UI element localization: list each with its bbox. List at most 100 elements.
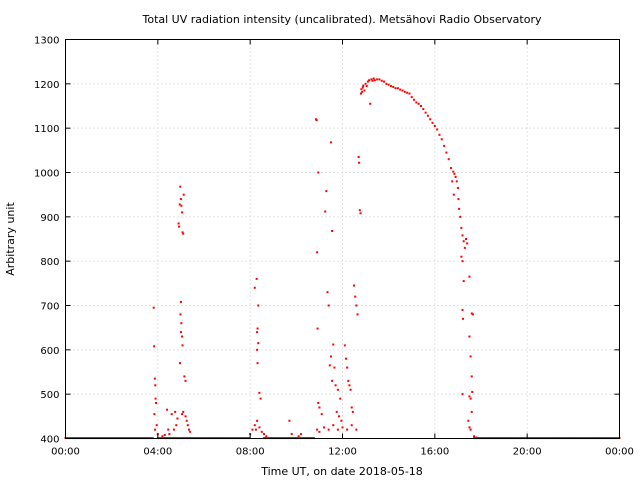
data-point xyxy=(181,335,184,338)
data-point xyxy=(178,362,181,365)
data-point xyxy=(385,82,388,85)
x-tick-label: 12:00 xyxy=(328,447,357,458)
data-point xyxy=(365,85,368,88)
data-point xyxy=(179,331,182,334)
data-point xyxy=(387,83,390,86)
data-point xyxy=(417,102,420,105)
data-point xyxy=(320,413,323,416)
data-point xyxy=(349,388,352,391)
plot-frame xyxy=(65,39,620,439)
data-point xyxy=(355,304,358,307)
data-point xyxy=(338,415,341,418)
data-point xyxy=(178,225,181,228)
data-point xyxy=(179,300,182,303)
data-point xyxy=(323,426,326,429)
data-point xyxy=(473,435,476,438)
data-point xyxy=(403,90,406,93)
data-point xyxy=(256,362,259,365)
data-point xyxy=(186,424,189,427)
data-point xyxy=(258,391,261,394)
data-point xyxy=(329,141,332,144)
data-point xyxy=(318,430,321,433)
data-point xyxy=(343,344,346,347)
data-point xyxy=(456,187,459,190)
data-point xyxy=(399,88,402,91)
data-point xyxy=(253,286,256,289)
data-point xyxy=(471,313,474,316)
data-point xyxy=(468,335,471,338)
data-point xyxy=(341,426,344,429)
data-point xyxy=(429,118,432,121)
data-point xyxy=(154,402,157,405)
data-point xyxy=(316,428,319,431)
data-point xyxy=(392,85,395,88)
data-point xyxy=(155,424,158,427)
data-point xyxy=(328,364,331,367)
data-point xyxy=(424,111,427,114)
data-point xyxy=(458,207,461,210)
data-point xyxy=(344,357,347,360)
data-point xyxy=(256,348,259,351)
data-point xyxy=(394,87,397,90)
data-point xyxy=(469,355,472,358)
data-point xyxy=(333,366,336,369)
data-point xyxy=(176,417,179,420)
data-point xyxy=(257,342,260,345)
data-point xyxy=(361,90,364,93)
data-point xyxy=(167,428,170,431)
data-point xyxy=(256,327,259,330)
data-point xyxy=(449,167,452,170)
data-point xyxy=(383,80,386,83)
data-point xyxy=(462,280,465,283)
data-point xyxy=(452,170,455,173)
data-point xyxy=(468,275,471,278)
data-point xyxy=(410,96,413,99)
data-point xyxy=(457,198,460,201)
data-point xyxy=(357,155,360,158)
data-point xyxy=(347,379,350,382)
y-tick-label: 900 xyxy=(40,213,59,224)
data-point xyxy=(461,260,464,263)
data-point xyxy=(251,428,254,431)
data-point xyxy=(180,322,183,325)
data-point xyxy=(324,210,327,213)
data-point xyxy=(288,419,291,422)
data-point xyxy=(464,238,467,240)
data-point xyxy=(346,428,349,431)
data-point xyxy=(447,158,450,161)
data-point xyxy=(363,89,366,92)
data-point xyxy=(461,393,464,396)
data-point xyxy=(422,108,425,111)
data-point xyxy=(452,193,455,196)
data-point xyxy=(360,88,363,91)
data-point xyxy=(376,78,379,81)
data-point xyxy=(334,384,337,387)
data-point xyxy=(326,291,329,294)
data-point xyxy=(182,410,185,413)
data-point xyxy=(168,433,171,436)
data-point xyxy=(389,85,392,88)
data-point xyxy=(183,375,186,378)
data-point xyxy=(260,430,263,433)
data-point xyxy=(259,397,262,400)
data-point xyxy=(255,277,258,280)
data-point xyxy=(364,82,367,85)
data-point xyxy=(461,308,464,311)
data-point xyxy=(455,180,458,183)
data-point xyxy=(332,343,335,346)
chart-title: Total UV radiation intensity (uncalibrat… xyxy=(142,13,542,26)
data-point xyxy=(182,232,185,235)
data-point xyxy=(451,180,454,183)
data-point xyxy=(346,366,349,369)
data-point xyxy=(438,133,441,136)
data-point xyxy=(315,119,318,122)
data-point xyxy=(459,215,462,218)
data-point xyxy=(353,284,356,287)
data-point xyxy=(265,435,268,438)
data-point xyxy=(426,114,429,117)
data-point xyxy=(366,80,369,83)
data-point xyxy=(170,413,173,416)
data-point xyxy=(181,211,184,214)
data-point xyxy=(408,92,411,95)
